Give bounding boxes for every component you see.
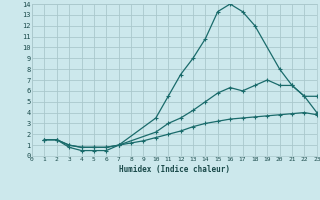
X-axis label: Humidex (Indice chaleur): Humidex (Indice chaleur) [119, 165, 230, 174]
